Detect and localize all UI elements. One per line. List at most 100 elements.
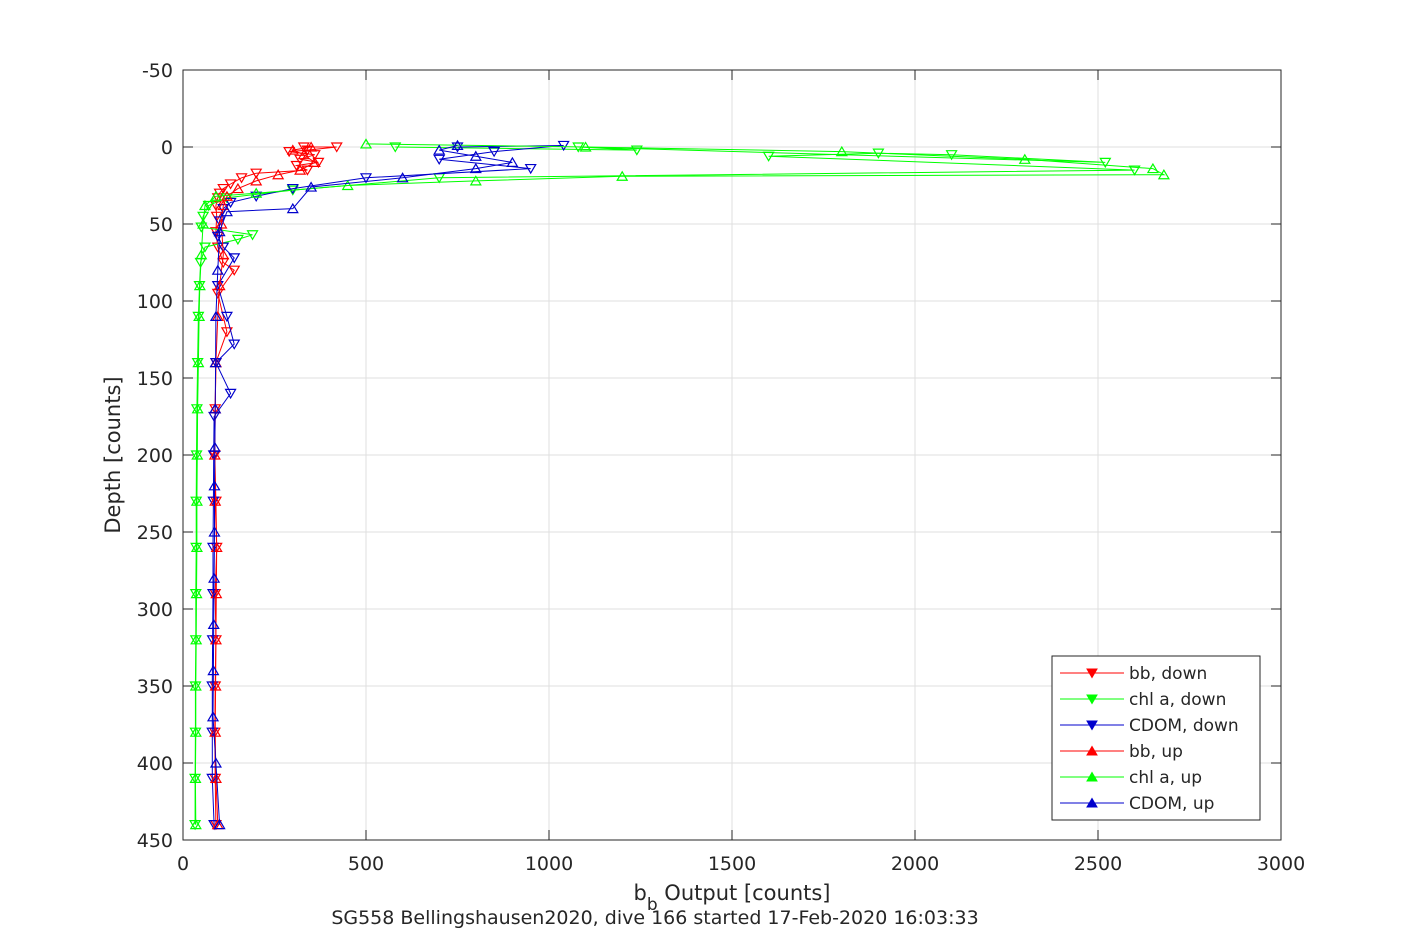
legend-label: chl a, down	[1129, 690, 1226, 710]
legend-item: CDOM, up	[1060, 794, 1214, 814]
data-point	[506, 156, 519, 167]
legend-marker	[1086, 668, 1098, 679]
data-point	[206, 681, 219, 692]
y-tick-label: 250	[137, 522, 173, 544]
data-point	[195, 249, 208, 260]
x-axis-label: bb Output [counts]	[633, 881, 830, 915]
data-point	[191, 449, 204, 460]
data-point	[213, 226, 226, 237]
data-point	[208, 480, 221, 491]
data-point	[209, 495, 222, 506]
data-point	[190, 541, 203, 552]
data-point	[451, 142, 464, 153]
data-point	[433, 154, 446, 166]
data-point	[213, 818, 226, 830]
data-point	[250, 175, 263, 186]
data-point	[630, 145, 643, 156]
data-point	[208, 526, 221, 537]
data-point	[312, 157, 325, 169]
data-point	[524, 163, 537, 175]
data-point	[208, 441, 221, 452]
legend-item: bb, down	[1060, 664, 1207, 684]
data-point	[207, 618, 220, 629]
x-tick-label: 500	[348, 853, 384, 875]
data-point	[579, 141, 592, 152]
legend-marker	[1086, 745, 1098, 756]
data-point	[305, 141, 318, 152]
data-point	[272, 169, 285, 180]
data-point	[945, 150, 958, 161]
series-line	[194, 143, 1166, 825]
data-point	[1099, 157, 1112, 169]
data-point	[231, 234, 244, 246]
data-point	[286, 202, 299, 214]
y-tick-label: 450	[137, 830, 173, 852]
axis-ticks: 0 500 1000 1500 2000 2500 3000 -50 0 50 100 150 200 2…	[137, 60, 1305, 875]
data-point	[297, 142, 310, 153]
data-point	[762, 151, 775, 162]
data-point	[211, 231, 224, 243]
y-tick-label: 350	[137, 676, 173, 698]
data-point	[209, 772, 222, 783]
x-axis-label-rest: Output [counts]	[658, 881, 831, 905]
data-point	[396, 172, 409, 183]
y-tick-label: 150	[137, 368, 173, 390]
series-line	[211, 145, 564, 825]
data-point	[206, 589, 220, 600]
data-point	[206, 542, 220, 554]
y-tick-label: 0	[161, 137, 173, 159]
data-point	[220, 205, 233, 217]
data-point	[197, 218, 210, 229]
data-point	[283, 147, 296, 158]
series-line	[212, 145, 513, 825]
legend-item: CDOM, down	[1060, 716, 1239, 736]
data-point	[202, 200, 215, 212]
series-2	[206, 140, 570, 831]
series-0	[208, 142, 343, 831]
data-point	[207, 664, 220, 676]
legend-label: CDOM, down	[1129, 716, 1239, 736]
legend-item: chl a, down	[1060, 690, 1226, 710]
data-point	[290, 160, 303, 172]
data-point	[341, 179, 354, 191]
plot-series	[189, 138, 1170, 831]
data-point	[197, 211, 210, 222]
series-line	[214, 146, 337, 825]
data-point	[433, 144, 446, 155]
data-point	[469, 150, 482, 161]
legend-label: CDOM, up	[1129, 794, 1214, 814]
data-point	[209, 726, 222, 737]
data-point	[451, 139, 464, 151]
data-point	[217, 199, 230, 211]
data-point	[206, 773, 219, 785]
legend-label: chl a, up	[1129, 768, 1202, 788]
y-axis-label: Depth [counts]	[101, 376, 125, 533]
data-point	[1018, 153, 1031, 164]
data-point	[198, 242, 212, 253]
data-point	[286, 144, 299, 155]
data-point	[250, 191, 263, 202]
data-point	[217, 249, 230, 260]
data-point	[211, 264, 224, 275]
series-line	[194, 146, 1135, 825]
data-point	[193, 310, 206, 321]
y-tick-label: -50	[142, 60, 173, 82]
data-point	[189, 726, 202, 737]
x-axis-label-subscript: b	[647, 895, 658, 915]
data-point	[246, 230, 259, 241]
data-point	[198, 199, 212, 211]
data-point	[359, 138, 373, 149]
series-1	[189, 142, 1141, 831]
data-point	[208, 572, 221, 583]
data-point	[469, 162, 482, 174]
data-point	[189, 680, 202, 691]
x-tick-label: 0	[177, 853, 189, 875]
data-point	[330, 142, 343, 153]
legend-marker	[1086, 694, 1098, 705]
legend-label: bb, down	[1129, 664, 1207, 684]
data-point	[228, 253, 241, 264]
x-tick-label: 1500	[708, 853, 756, 875]
x-axis-label-main: b	[633, 881, 646, 905]
data-point	[206, 711, 220, 722]
data-point	[308, 156, 321, 167]
